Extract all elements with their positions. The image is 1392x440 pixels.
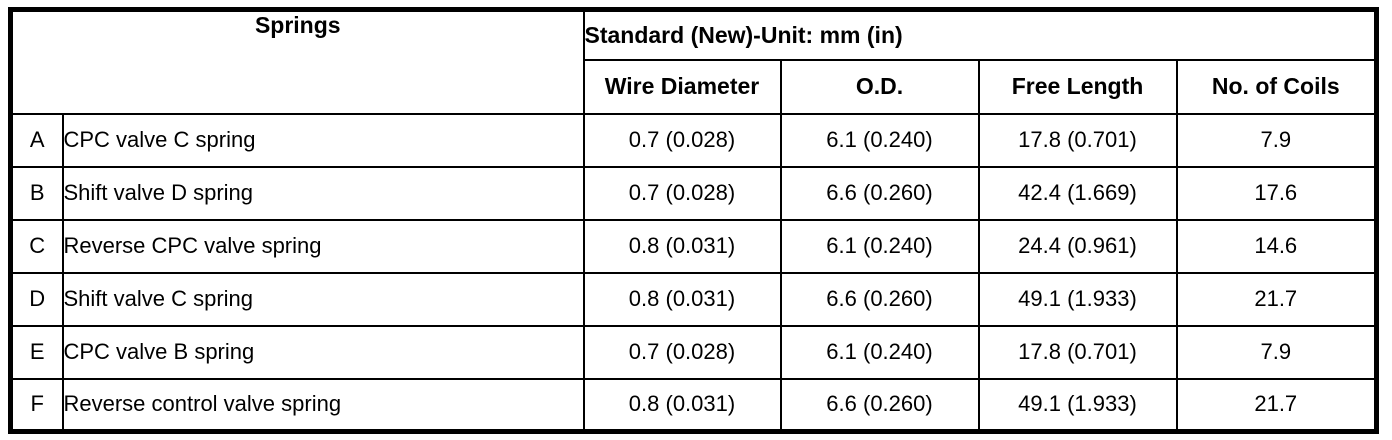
table-row: E CPC valve B spring 0.7 (0.028) 6.1 (0.… (9, 324, 1378, 380)
coils-cell: 7.9 (1175, 324, 1378, 380)
wire-diameter-cell: 0.8 (0.031) (582, 271, 782, 327)
od-cell: 6.6 (0.260) (779, 377, 980, 433)
od-cell: 6.6 (0.260) (779, 165, 980, 221)
coils-cell: 21.7 (1175, 271, 1378, 327)
col-header-od: O.D. (779, 58, 980, 115)
coils-cell: 14.6 (1175, 218, 1378, 274)
od-cell: 6.1 (0.240) (779, 218, 980, 274)
row-letter: E (9, 324, 64, 380)
coils-cell: 21.7 (1175, 377, 1378, 433)
row-letter: F (9, 377, 64, 433)
table-row: F Reverse control valve spring 0.8 (0.03… (9, 377, 1378, 433)
table-row: B Shift valve D spring 0.7 (0.028) 6.6 (… (9, 165, 1378, 221)
free-length-cell: 49.1 (1.933) (977, 271, 1178, 327)
row-letter: B (9, 165, 64, 221)
free-length-cell: 42.4 (1.669) (977, 165, 1178, 221)
wire-diameter-cell: 0.8 (0.031) (582, 377, 782, 433)
row-letter: D (9, 271, 64, 327)
springs-header-cell: Springs (9, 8, 585, 115)
spring-name-cell: Reverse CPC valve spring (61, 218, 585, 274)
header-row-2: Wire Diameter O.D. Free Length No. of Co… (11, 58, 1378, 115)
spring-name-cell: Reverse control valve spring (61, 377, 585, 433)
col-header-wire-diameter: Wire Diameter (582, 58, 782, 115)
row-letter: A (9, 112, 64, 168)
spring-name-cell: Shift valve D spring (61, 165, 585, 221)
od-cell: 6.1 (0.240) (779, 112, 980, 168)
free-length-cell: 24.4 (0.961) (977, 218, 1178, 274)
wire-diameter-cell: 0.7 (0.028) (582, 112, 782, 168)
table-row: A CPC valve C spring 0.7 (0.028) 6.1 (0.… (9, 112, 1378, 168)
wire-diameter-cell: 0.7 (0.028) (582, 324, 782, 380)
coils-cell: 17.6 (1175, 165, 1378, 221)
row-letter: C (9, 218, 64, 274)
free-length-cell: 17.8 (0.701) (977, 112, 1178, 168)
table-row: C Reverse CPC valve spring 0.8 (0.031) 6… (9, 218, 1378, 274)
standard-unit-header-cell: Standard (New)-Unit: mm (in) (582, 8, 1378, 61)
spring-name-cell: Shift valve C spring (61, 271, 585, 327)
wire-diameter-cell: 0.7 (0.028) (582, 165, 782, 221)
coils-cell: 7.9 (1175, 112, 1378, 168)
col-header-free-length: Free Length (977, 58, 1178, 115)
header-row-1: Springs Standard (New)-Unit: mm (in) (9, 8, 1378, 115)
table-row: D Shift valve C spring 0.8 (0.031) 6.6 (… (9, 271, 1378, 327)
springs-spec-table: Springs Standard (New)-Unit: mm (in) Wir… (8, 7, 1380, 434)
free-length-cell: 49.1 (1.933) (977, 377, 1178, 433)
col-header-no-of-coils: No. of Coils (1175, 58, 1378, 115)
wire-diameter-cell: 0.8 (0.031) (582, 218, 782, 274)
od-cell: 6.6 (0.260) (779, 271, 980, 327)
free-length-cell: 17.8 (0.701) (977, 324, 1178, 380)
od-cell: 6.1 (0.240) (779, 324, 980, 380)
spring-name-cell: CPC valve B spring (61, 324, 585, 380)
spring-name-cell: CPC valve C spring (61, 112, 585, 168)
